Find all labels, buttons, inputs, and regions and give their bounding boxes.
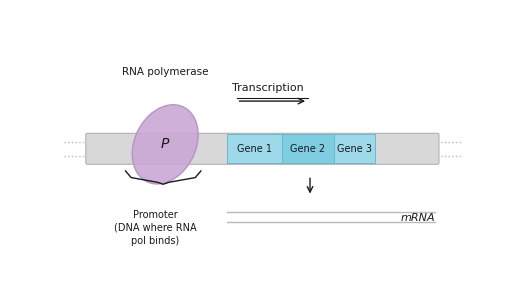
Text: Gene 2: Gene 2 xyxy=(290,144,326,154)
Bar xyxy=(334,134,375,163)
Bar xyxy=(227,134,282,163)
Text: Promoter
(DNA where RNA
pol binds): Promoter (DNA where RNA pol binds) xyxy=(114,210,197,246)
Text: Gene 1: Gene 1 xyxy=(237,144,272,154)
Text: Gene 3: Gene 3 xyxy=(337,144,372,154)
Text: Transcription: Transcription xyxy=(232,83,304,93)
Text: RNA polymerase: RNA polymerase xyxy=(122,67,208,77)
Ellipse shape xyxy=(132,105,198,184)
Text: P: P xyxy=(161,137,169,151)
Text: mRNA: mRNA xyxy=(400,213,435,223)
Bar xyxy=(282,134,334,163)
FancyBboxPatch shape xyxy=(86,133,439,164)
